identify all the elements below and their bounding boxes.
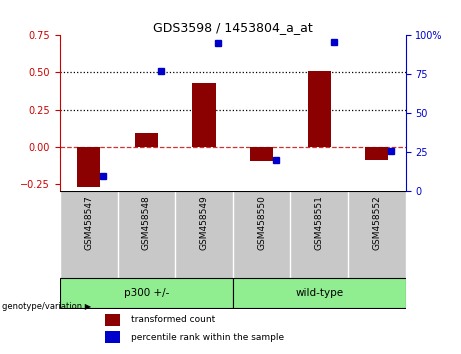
Text: transformed count: transformed count [131, 315, 215, 324]
Bar [105, 331, 120, 343]
Bar [135, 133, 158, 147]
Title: GDS3598 / 1453804_a_at: GDS3598 / 1453804_a_at [153, 21, 313, 34]
Text: GSM458548: GSM458548 [142, 195, 151, 250]
Bar [365, 147, 388, 160]
Text: GSM458549: GSM458549 [200, 195, 208, 250]
Text: p300 +/-: p300 +/- [124, 288, 169, 298]
Bar [250, 147, 273, 161]
Bar [105, 314, 120, 326]
Text: GSM458551: GSM458551 [315, 195, 324, 250]
Bar [233, 278, 406, 308]
Bar [60, 278, 233, 308]
Text: percentile rank within the sample: percentile rank within the sample [131, 332, 284, 342]
Text: GSM458550: GSM458550 [257, 195, 266, 250]
Bar [308, 71, 331, 147]
Text: wild-type: wild-type [295, 288, 343, 298]
Text: genotype/variation ▶: genotype/variation ▶ [2, 302, 92, 311]
Bar [193, 83, 216, 147]
Text: GSM458552: GSM458552 [372, 195, 381, 250]
Text: GSM458547: GSM458547 [84, 195, 93, 250]
Bar [77, 147, 100, 187]
